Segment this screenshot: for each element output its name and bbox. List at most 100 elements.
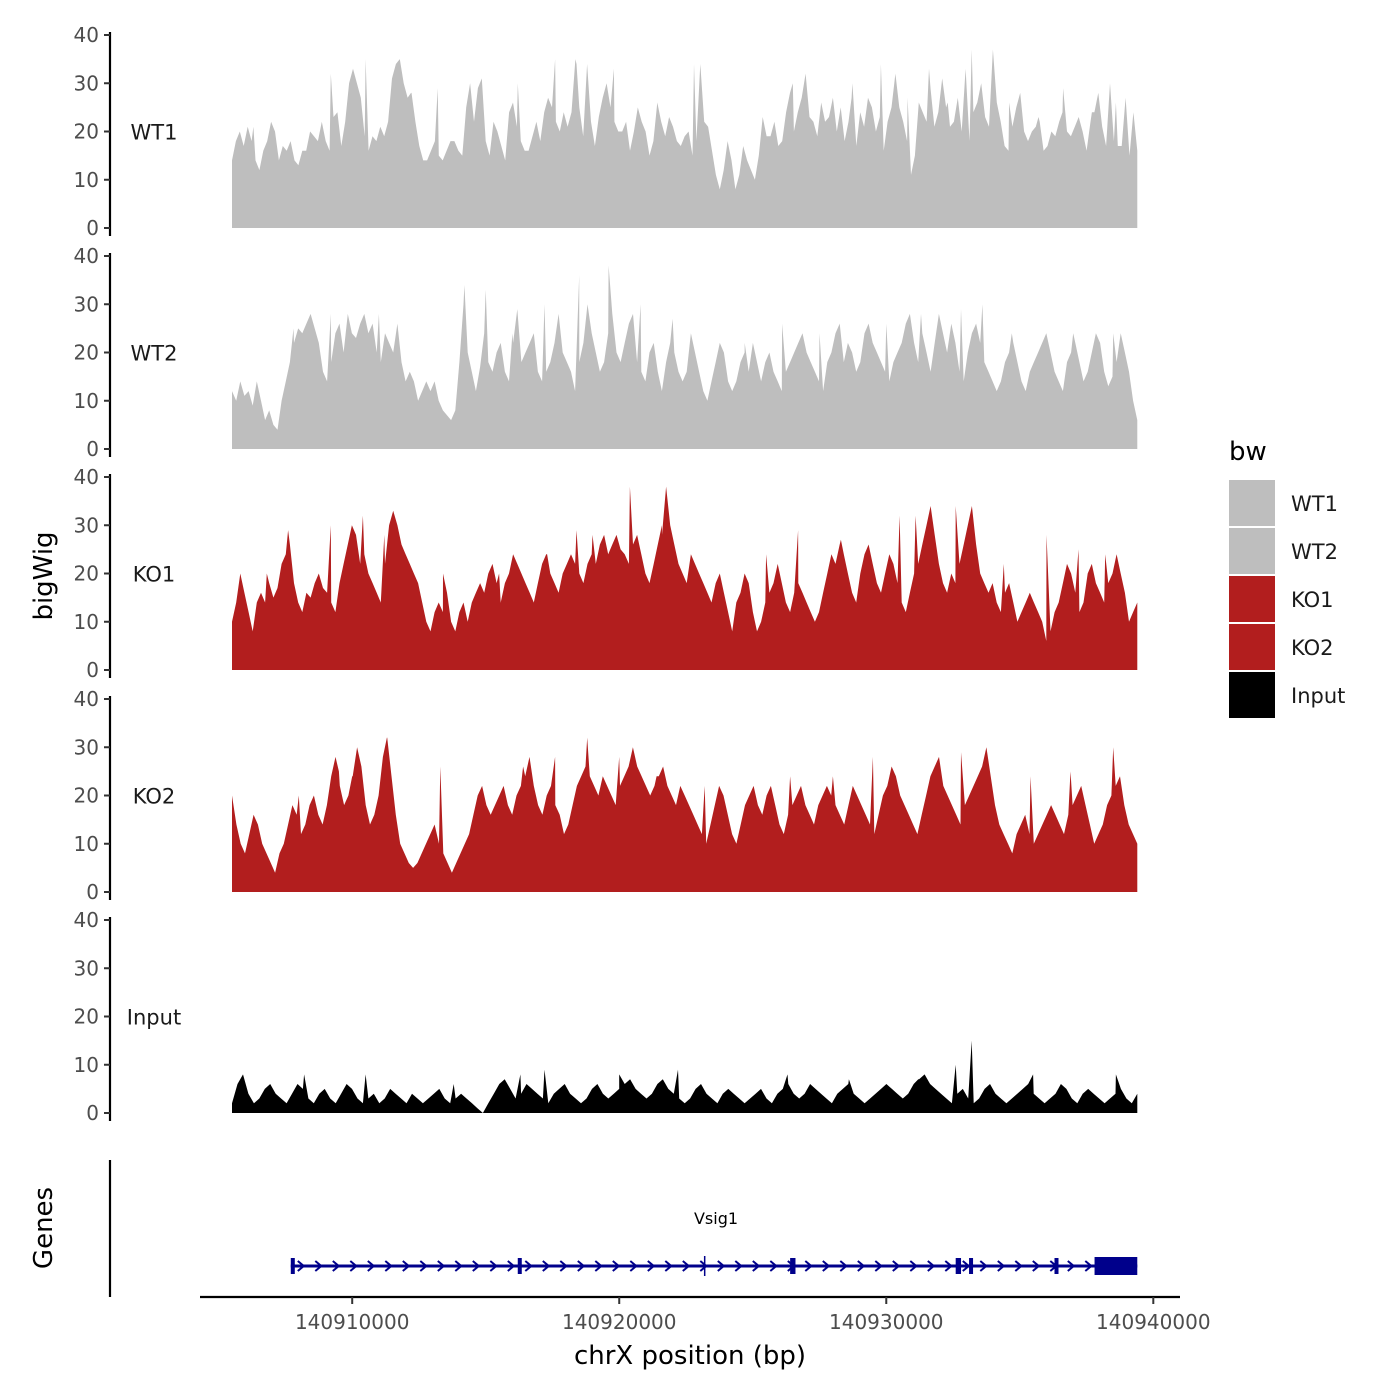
y-tick-label: 30 [74, 735, 99, 759]
gene-exon [969, 1258, 974, 1274]
gene-exon [790, 1258, 796, 1274]
track-label: WT2 [131, 342, 178, 366]
y-tick-label: 40 [74, 465, 99, 489]
panel-wt1: 0 10 20 30 40 WT1 [74, 23, 1138, 240]
y-tick-label: 10 [74, 610, 99, 634]
y-tick-label: 40 [74, 23, 99, 47]
strand-chevron [752, 1260, 761, 1272]
strand-chevron [594, 1260, 603, 1272]
y-tick-label: 40 [74, 244, 99, 268]
strand-chevron [892, 1260, 901, 1272]
strand-chevron [489, 1260, 498, 1272]
x-axis: 140910000 140920000 140930000 140940000 [200, 1295, 1211, 1334]
coverage-area-ko1 [232, 486, 1138, 670]
legend-swatch-ko1 [1229, 576, 1275, 622]
x-tick-label: 140920000 [562, 1310, 677, 1334]
y-tick-label: 0 [86, 658, 99, 682]
y-tick-label: 0 [86, 1101, 99, 1125]
strand-chevron [314, 1260, 323, 1272]
gene-exon [517, 1258, 522, 1274]
strand-chevron [1084, 1260, 1093, 1272]
coverage-area-input [232, 1040, 1138, 1113]
y-tick-label: 20 [74, 120, 99, 144]
coverage-area-wt2 [232, 265, 1138, 449]
y-tick-label: 20 [74, 1005, 99, 1029]
legend-swatch-wt2 [1229, 528, 1275, 574]
strand-chevron [1067, 1260, 1076, 1272]
strand-chevron [349, 1260, 358, 1272]
strand-chevron [297, 1260, 306, 1272]
y-tick-label: 40 [74, 908, 99, 932]
legend-label: WT1 [1291, 492, 1338, 516]
gene-name: Vsig1 [694, 1209, 738, 1228]
legend-title: bw [1229, 437, 1267, 467]
coverage-area-wt1 [232, 49, 1138, 228]
strand-chevron [612, 1260, 621, 1272]
gene-exon [290, 1258, 295, 1274]
gene-exon [955, 1258, 962, 1274]
track-label: KO1 [133, 563, 176, 587]
y-tick-label: 20 [74, 784, 99, 808]
track-panels: 0 10 20 30 40 WT1 0 10 20 30 40 WT2 0 10 20 30 40 KO1 0 10 2… [74, 23, 1138, 1125]
strand-chevron [979, 1260, 988, 1272]
y-tick-label: 0 [86, 880, 99, 904]
strand-chevron [629, 1260, 638, 1272]
strand-chevron [507, 1260, 516, 1272]
strand-chevron [822, 1260, 831, 1272]
strand-chevron [857, 1260, 866, 1272]
legend-swatch-input [1229, 672, 1275, 718]
track-label: Input [127, 1006, 181, 1030]
y-tick-label: 10 [74, 1053, 99, 1077]
strand-chevron [1014, 1260, 1023, 1272]
strand-chevron [804, 1260, 813, 1272]
legend: bw WT1 WT2 KO1 KO2 Input [1229, 437, 1345, 718]
strand-chevron [647, 1260, 656, 1272]
y-tick-label: 20 [74, 562, 99, 586]
strand-chevron [717, 1260, 726, 1272]
track-label: KO2 [133, 785, 176, 809]
x-tick-label: 140910000 [295, 1310, 410, 1334]
strand-chevron [664, 1260, 673, 1272]
strand-chevron [332, 1260, 341, 1272]
y-axis-title: bigWig [29, 531, 59, 620]
strand-chevron [962, 1260, 971, 1272]
y-tick-label: 30 [74, 513, 99, 537]
y-tick-label: 10 [74, 168, 99, 192]
y-tick-label: 0 [86, 437, 99, 461]
strand-chevron [927, 1260, 936, 1272]
gene-exon [1054, 1258, 1059, 1274]
legend-label: KO2 [1291, 636, 1334, 660]
strand-chevron [419, 1260, 428, 1272]
y-tick-label: 10 [74, 389, 99, 413]
strand-chevron [769, 1260, 778, 1272]
panel-ko1: 0 10 20 30 40 KO1 [74, 465, 1138, 682]
y-tick-label: 20 [74, 341, 99, 365]
strand-chevron [454, 1260, 463, 1272]
panel-ko2: 0 10 20 30 40 KO2 [74, 687, 1138, 904]
strand-chevron [437, 1260, 446, 1272]
y-tick-label: 0 [86, 216, 99, 240]
x-tick-label: 140940000 [1096, 1310, 1211, 1334]
strand-chevron [524, 1260, 533, 1272]
strand-chevron [944, 1260, 953, 1272]
x-axis-title: chrX position (bp) [574, 1341, 806, 1371]
strand-chevron [874, 1260, 883, 1272]
strand-chevron [559, 1260, 568, 1272]
legend-label: KO1 [1291, 588, 1334, 612]
y-tick-label: 40 [74, 687, 99, 711]
strand-chevron [542, 1260, 551, 1272]
genes-axis-title: Genes [29, 1187, 59, 1269]
strand-chevron [699, 1260, 708, 1272]
y-tick-label: 30 [74, 292, 99, 316]
strand-chevron [909, 1260, 918, 1272]
x-tick-label: 140930000 [829, 1310, 944, 1334]
coverage-area-ko2 [232, 737, 1138, 892]
y-tick-label: 30 [74, 956, 99, 980]
strand-chevron [839, 1260, 848, 1272]
y-tick-label: 30 [74, 71, 99, 95]
strand-chevron [997, 1260, 1006, 1272]
legend-swatch-ko2 [1229, 624, 1275, 670]
gene-exon [1094, 1257, 1138, 1275]
panel-wt2: 0 10 20 30 40 WT2 [74, 244, 1138, 461]
